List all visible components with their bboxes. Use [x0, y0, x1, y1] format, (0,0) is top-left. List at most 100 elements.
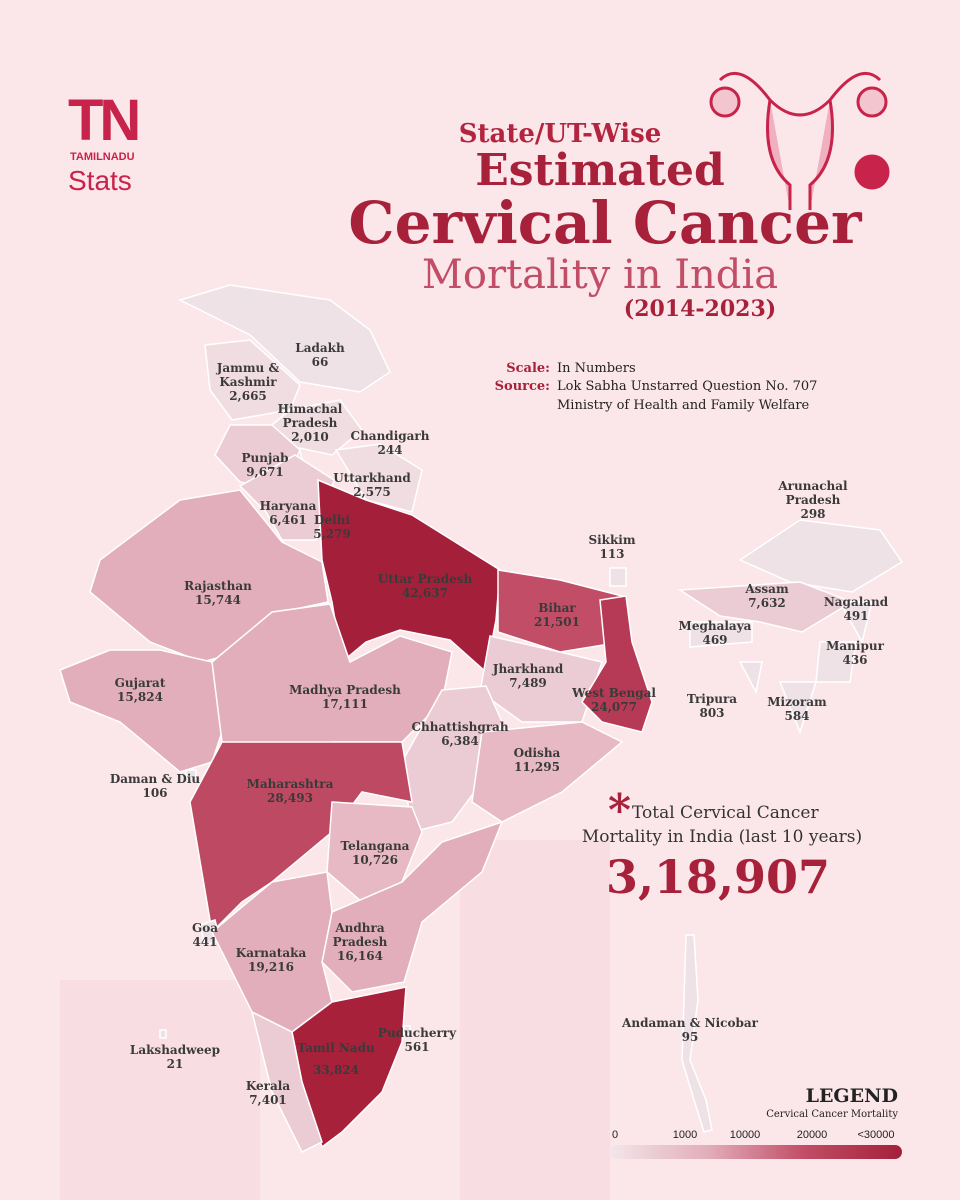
region-shape — [159, 1029, 167, 1039]
region-shape — [334, 443, 423, 513]
region-shape — [778, 681, 818, 735]
region-shape — [815, 641, 857, 683]
region-value: 2,575 — [353, 485, 391, 499]
region-value: 17,111 — [322, 697, 368, 711]
region-name: Chandigarh — [351, 429, 430, 443]
region-value: 24,077 — [591, 700, 637, 714]
region-name: Mizoram — [767, 695, 827, 709]
region-value: 2,665 — [229, 389, 267, 403]
region-shape — [211, 871, 333, 1033]
region-name: Lakshadweep — [130, 1043, 220, 1057]
region-name: Jharkhand — [492, 662, 564, 676]
region-shape — [238, 454, 335, 541]
logo-name: Stats — [68, 165, 132, 196]
total-text: Mortality in India (last 10 years) — [582, 827, 862, 847]
total-value: 3,18,907 — [606, 850, 830, 904]
region-name: Jammu & — [216, 361, 280, 375]
region-value: 561 — [404, 1040, 429, 1054]
region-shape — [681, 934, 713, 1133]
region-name: Rajasthan — [184, 579, 252, 593]
region-name: Gujarat — [115, 676, 166, 690]
watermark — [460, 840, 610, 1200]
region-value: 6,384 — [441, 734, 479, 748]
region-name: Pradesh — [283, 416, 338, 430]
region-value: 7,401 — [249, 1093, 287, 1107]
region-value: 42,637 — [402, 586, 448, 600]
region-name: Haryana — [260, 499, 317, 513]
india-map — [59, 284, 904, 1154]
region-shape — [250, 1010, 323, 1154]
title-line: Estimated — [475, 145, 725, 196]
legend-tick-label: <30000 — [857, 1129, 894, 1141]
region-name: Puducherry — [378, 1026, 457, 1040]
region-value: 10,726 — [352, 853, 398, 867]
region-value: 9,671 — [246, 465, 284, 479]
region-name: Maharashtra — [247, 777, 334, 791]
logo: TN — [68, 88, 137, 153]
region-name: Manipur — [826, 639, 884, 653]
region-value: 11,295 — [514, 760, 560, 774]
legend-tick-label: 10000 — [730, 1129, 761, 1141]
region-name: Kerala — [246, 1079, 290, 1093]
region-name: Goa — [192, 921, 218, 935]
region-name: Karnataka — [236, 946, 307, 960]
region-shape — [471, 721, 624, 823]
region-name: Arunachal — [777, 479, 848, 493]
region-name: Uttarkhand — [333, 471, 411, 485]
title-line: State/UT-Wise — [459, 119, 662, 149]
region-shape — [738, 661, 763, 695]
region-value: 21,501 — [534, 615, 580, 629]
region-name: Tripura — [687, 692, 737, 706]
region-value: 19,216 — [248, 960, 294, 974]
region-name: Chhattishgrah — [411, 720, 508, 734]
region-value: 16,164 — [337, 949, 383, 963]
region-name: Bihar — [538, 601, 576, 615]
scale-text: In Numbers — [557, 361, 636, 376]
region-name: Nagaland — [824, 595, 889, 609]
region-shape — [609, 567, 627, 587]
region-name: West Bengal — [571, 686, 656, 700]
region-value: 6,461 — [269, 513, 307, 527]
region-name: Pradesh — [786, 493, 841, 507]
region-value: 584 — [784, 709, 809, 723]
scale-label: Scale: — [506, 361, 550, 376]
region-shape — [689, 621, 753, 648]
title-line: Mortality in India — [422, 252, 778, 298]
region-name: Daman & Diu — [110, 772, 201, 786]
region-value: 7,632 — [748, 596, 786, 610]
region-value: 21 — [167, 1057, 184, 1071]
region-value: 15,824 — [117, 690, 163, 704]
source-text: Ministry of Health and Family Welfare — [557, 398, 810, 413]
region-value: 28,493 — [267, 791, 313, 805]
region-value: 298 — [800, 507, 825, 521]
region-name: Delhi — [314, 513, 350, 527]
total-text: Total Cervical Cancer — [632, 803, 819, 823]
source-text: Lok Sabha Unstarred Question No. 707 — [557, 379, 817, 394]
region-name: Uttar Pradesh — [378, 572, 473, 586]
region-name: Odisha — [514, 746, 561, 760]
region-name: Ladakh — [295, 341, 345, 355]
region-value: 803 — [699, 706, 724, 720]
region-value: 5,279 — [313, 527, 351, 541]
region-value: 7,489 — [509, 676, 547, 690]
region-name: Telangana — [341, 839, 410, 853]
region-shape — [403, 1025, 411, 1035]
region-value: 113 — [599, 547, 624, 561]
region-value: 436 — [842, 653, 867, 667]
region-shape — [189, 741, 413, 934]
region-name: Andhra — [334, 921, 384, 935]
region-name: Himachal — [278, 402, 343, 416]
region-value: 2,010 — [291, 430, 329, 444]
region-shape — [677, 581, 854, 633]
region-name: Kashmir — [219, 375, 277, 389]
region-name: Pradesh — [333, 935, 388, 949]
legend-subtitle: Cervical Cancer Mortality — [766, 1109, 898, 1120]
region-shape — [581, 595, 653, 733]
region-value: 33,824 — [313, 1063, 359, 1077]
title-period: (2014-2023) — [624, 296, 776, 322]
source-label: Source: — [495, 379, 550, 394]
region-name: Assam — [744, 582, 789, 596]
region-value: 106 — [142, 786, 167, 800]
